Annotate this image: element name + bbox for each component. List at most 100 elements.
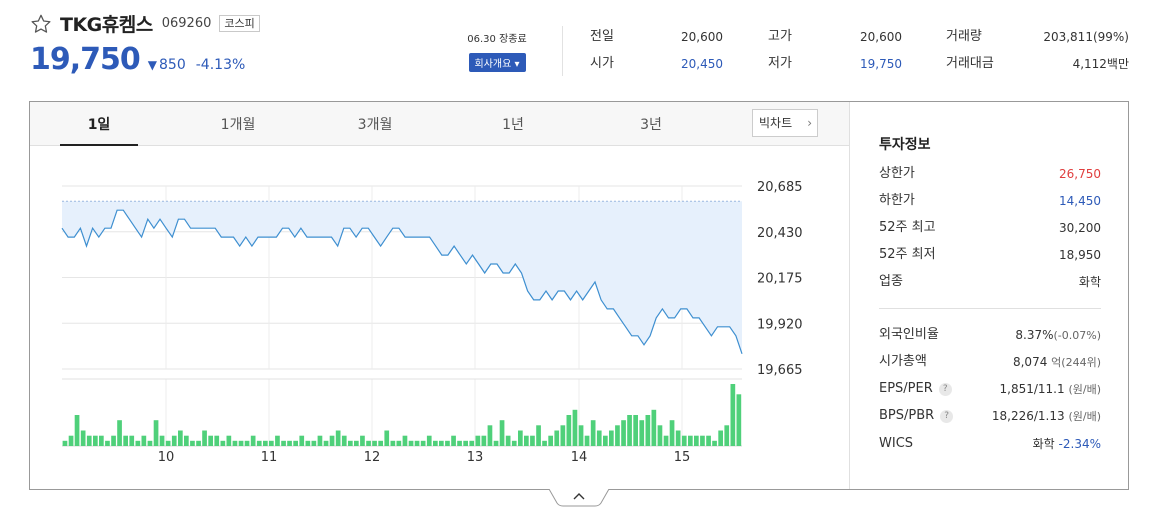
volume-bar [663,435,669,446]
volume-bar [93,435,98,446]
invest-info-label: 상한가 [879,166,915,181]
company-overview-button[interactable]: 회사개요 ▾ [468,53,526,72]
volume-bar [645,415,651,446]
volume-bar [184,435,189,446]
volume-bar [730,384,736,446]
help-icon[interactable]: ? [938,382,952,396]
close-label: 06.30 장종료 [467,34,527,45]
bps-pbr-value: 18,226/1.13 (원/배) [992,407,1101,425]
volume-bar [341,435,347,446]
volume-bar [408,440,414,446]
volume-bar [621,420,626,446]
market-cap-value: 8,074 억(244위) [1013,353,1101,371]
price-row: 19,750 ▼ 850 -4.13% [30,42,245,77]
bigchart-label: 빅차트 [759,116,793,130]
volume-bar [232,440,238,446]
help-icon[interactable]: ? [940,409,954,423]
invest-info-row: 52주 최고 30,200 [879,219,1101,237]
star-icon[interactable] [30,13,52,35]
volume-bar [238,440,244,446]
tab-4[interactable]: 1년 [502,117,524,133]
summary-value: 20,600 [681,30,723,44]
volume-bar [548,435,553,446]
foreign-ratio-number: 8.37% [1015,328,1054,342]
volume-bar [250,435,256,446]
tab-2[interactable]: 1개월 [220,117,256,133]
volume-bar [615,425,620,446]
volume-bar [396,440,402,446]
tab-3[interactable]: 3개월 [357,117,393,133]
volume-bar [511,440,517,446]
volume-bar [147,440,153,446]
bps-pbr-row: BPS/PBR? 18,226/1.13 (원/배) [879,407,1101,425]
eps-per-value: 1,851/11.1 (원/배) [1000,380,1101,398]
price-area-fill [62,201,742,354]
volume-bar [214,435,220,446]
summary-value: 203,811(99%) [1043,30,1129,44]
tab-1[interactable]: 1일 [87,117,111,133]
volume-bar [493,440,499,446]
volume-bar [135,440,141,446]
volume-bar [481,435,487,446]
volume-bar [299,435,305,446]
volume-bar [80,430,86,446]
change-rate: -4.13% [195,57,246,73]
volume-bar [426,435,432,446]
market-cap-rank: (244위) [1061,356,1101,369]
volume-bar [311,440,317,446]
volume-bar [123,435,128,446]
foreign-ratio-change: (-0.07%) [1053,329,1102,342]
volume-bar [99,435,104,446]
volume-bar [129,435,135,446]
volume-bar [86,435,92,446]
volume-bar [475,435,481,446]
volume-bar [603,435,608,446]
volume-bar [275,435,280,446]
volume-bar [202,430,207,446]
volume-bar [675,430,681,446]
volume-bar [627,415,632,446]
period-tabs: 빅차트 › 1일 1개월 3개월 1년 3년 [30,102,849,146]
market-badge: 코스피 [219,15,260,32]
invest-info-row: 52주 최저 18,950 [879,246,1101,264]
invest-info-value: 30,200 [1059,221,1101,235]
eps-per-label: EPS/PER? [879,380,952,398]
y-tick-label: 19,920 [757,317,803,332]
current-price: 19,750 [30,42,141,77]
volume-bar [560,425,566,446]
market-close-info: 06.30 장종료 회사개요 ▾ [460,30,534,72]
volume-bar [287,440,292,446]
wics-value[interactable]: 화학 -2.34% [1033,435,1101,453]
bps-pbr-text: BPS/PBR [879,408,935,423]
volume-bar [226,435,232,446]
volume-bar [451,435,456,446]
bigchart-button[interactable]: 빅차트 › [752,109,818,137]
invest-info-value: 화학 [1078,275,1101,289]
volume-bar [317,435,323,446]
volume-bar [378,440,383,446]
active-tab-underline [60,144,138,146]
eps-per-unit: (원/배) [1068,383,1101,396]
chevron-right-icon: › [807,116,812,130]
volume-bar [651,409,657,446]
bps-pbr-number: 18,226/1.13 [991,409,1065,423]
volume-bar [505,435,511,446]
volume-bar [572,409,578,446]
wics-rate: -2.34% [1058,437,1101,451]
tab-5[interactable]: 3년 [640,117,662,133]
x-tick-label: 10 [158,450,175,465]
volume-bar [457,440,462,446]
volume-bar [269,440,274,446]
price-chart: 20,685 20,430 20,175 19,920 19,665 10 11 12 13 14… [61,180,803,465]
summary-label: 시가 [590,56,614,71]
volume-bar [68,435,74,446]
volume-bar [524,435,529,446]
volume-bar [694,435,699,446]
eps-per-text: EPS/PER [879,381,933,396]
chevron-up-icon [573,493,585,500]
volume-bar [153,420,159,446]
volume-bar [536,425,541,446]
collapse-chart-button[interactable] [549,489,609,509]
volume-bar [117,420,122,446]
volume-bar [348,440,353,446]
